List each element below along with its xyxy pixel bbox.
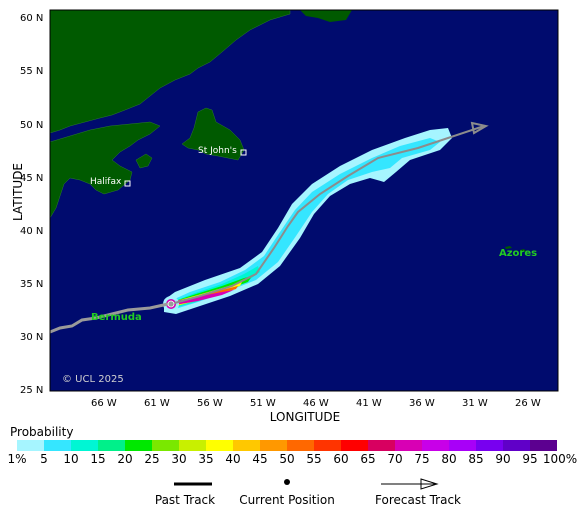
legend-label: 50 [279,452,295,466]
legend-swatch [17,440,44,451]
legend-label: 100% [542,452,578,466]
lon-tick: 61 W [144,398,170,409]
lat-tick: 30 N [20,332,44,343]
st-johns-marker [240,149,247,156]
lat-tick: 35 N [20,279,44,290]
azores-islands [505,246,526,252]
land-greenland-tip [300,10,352,22]
land-north [49,9,291,134]
current-position-marker [167,300,175,308]
current-position-key: Current Position [232,478,342,507]
legend-label: 90 [495,452,511,466]
lon-tick: 26 W [515,398,541,409]
legend-label: 70 [387,452,403,466]
lat-tick: 60 N [20,13,44,24]
legend-label: 5 [40,452,48,466]
y-axis-title: LATITUDE [11,162,25,222]
lon-tick: 51 W [250,398,276,409]
map-panel: 60 N 55 N 50 N 45 N 40 N 35 N 30 N 25 N … [20,9,559,409]
legend-swatch [530,440,557,451]
legend-swatch [449,440,476,451]
current-position-symbol [284,479,290,485]
lat-tick: 50 N [20,120,44,131]
legend-swatch [125,440,152,451]
place-label-st-johns: St John's [198,146,237,156]
legend-swatch [44,440,71,451]
past-track-label: Past Track [154,493,216,507]
map-svg [49,9,559,392]
legend-label: 10 [63,452,79,466]
legend-swatch [476,440,503,451]
current-position-label: Current Position [239,493,335,507]
x-axis-title: LONGITUDE [269,410,341,424]
probability-color-bar [17,440,557,451]
legend-swatch [368,440,395,451]
legend-label: 1% [7,452,27,466]
legend-label: 35 [198,452,214,466]
lon-tick: 31 W [462,398,488,409]
probability-labels: 1% 5 10 15 20 25 30 35 40 45 50 55 60 65 70 75 80 85 90 95 1… [0,452,580,466]
legend-swatch [98,440,125,451]
land-maritimes [49,121,161,219]
legend-swatch [503,440,530,451]
legend-swatch [395,440,422,451]
lon-tick: 56 W [197,398,223,409]
legend-swatch [152,440,179,451]
place-label-halifax: Halifax [90,177,122,187]
legend-swatch [260,440,287,451]
lat-tick: 40 N [20,226,44,237]
swath-outer [164,128,452,314]
forecast-arrow-head [470,121,489,135]
legend-label: 30 [171,452,187,466]
legend-swatch [422,440,449,451]
lon-tick: 41 W [356,398,382,409]
legend-label: 25 [144,452,160,466]
legend-label: 15 [90,452,106,466]
lon-tick: 66 W [91,398,117,409]
legend-label: 75 [414,452,430,466]
halifax-marker [124,180,131,187]
forecast-track-key: Forecast Track [365,478,471,507]
legend-label: 55 [306,452,322,466]
past-track-key: Past Track [140,478,230,507]
legend-label: 45 [252,452,268,466]
land-newfoundland [181,107,245,161]
past-track-symbol [174,482,212,486]
legend-label: 95 [522,452,538,466]
legend-label: 60 [333,452,349,466]
lat-tick: 55 N [20,66,44,77]
forecast-track-line [170,125,485,305]
legend-swatch [341,440,368,451]
lon-tick: 46 W [303,398,329,409]
legend-title: Probability [10,425,74,439]
place-label-azores: Azores [499,248,538,259]
legend-label: 65 [360,452,376,466]
legend-swatch [179,440,206,451]
place-label-bermuda: Bermuda [91,312,142,323]
legend-label: 20 [117,452,133,466]
lon-tick: 36 W [409,398,435,409]
legend-swatch [206,440,233,451]
forecast-arrow-symbol [381,478,439,490]
track-key: Past Track Current Position Forecast Tra… [0,478,580,508]
legend-label: 40 [225,452,241,466]
land-cape-breton [135,153,153,169]
legend-label: 80 [441,452,457,466]
map-frame [49,9,559,392]
legend-swatch [71,440,98,451]
swath-70 [170,290,234,305]
forecast-track-label: Forecast Track [375,493,461,507]
past-track-line [49,302,169,334]
lat-tick: 45 N [20,173,44,184]
swath-5 [168,138,440,310]
legend-swatch [287,440,314,451]
legend-swatch [314,440,341,451]
legend-swatch [233,440,260,451]
copyright-text: © UCL 2025 [62,374,124,385]
lat-tick: 25 N [20,385,44,396]
legend-label: 85 [468,452,484,466]
